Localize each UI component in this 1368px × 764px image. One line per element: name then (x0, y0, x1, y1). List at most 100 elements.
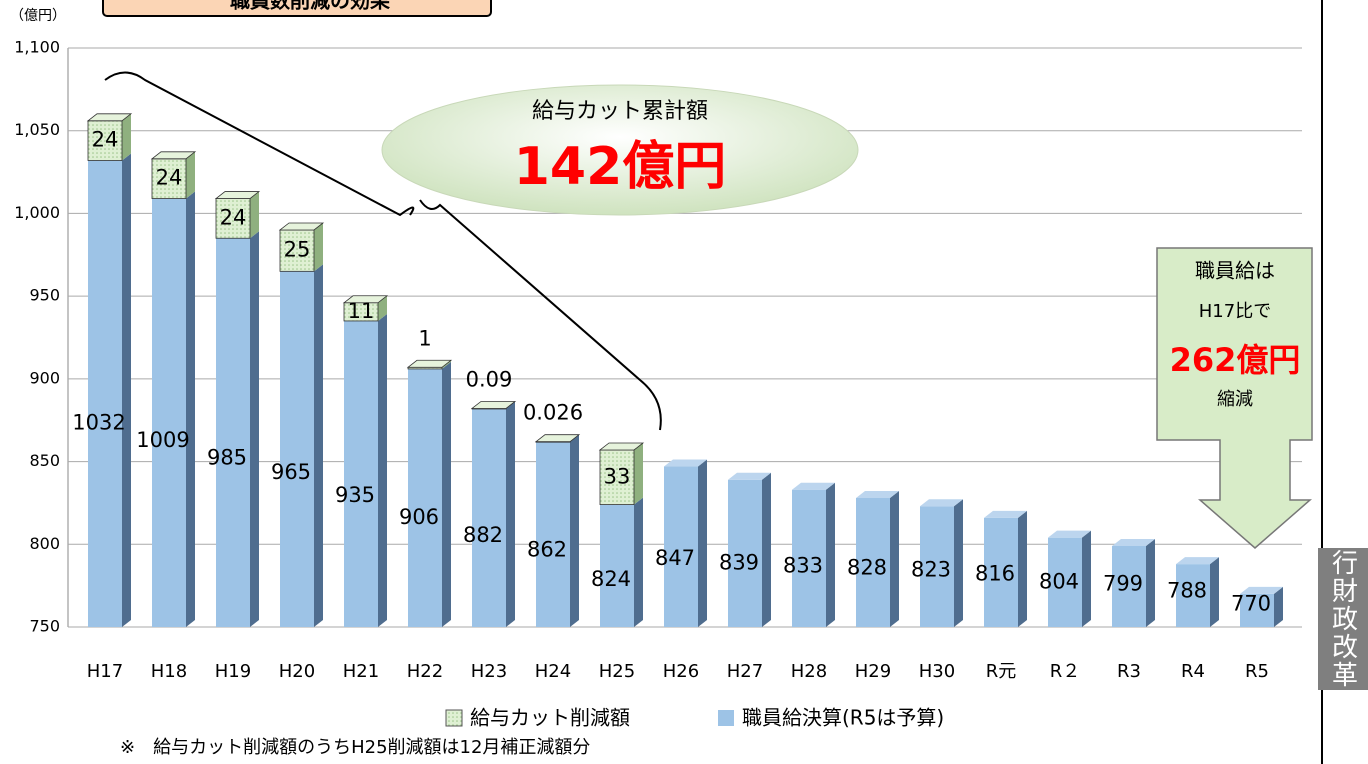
bar-top (1048, 530, 1091, 538)
x-tick-label: H21 (343, 661, 379, 682)
bar-side (122, 113, 131, 161)
bar-top (278, 222, 325, 231)
bar-top (920, 499, 963, 507)
value-label: 24 (92, 128, 119, 152)
callout-arrow (1156, 247, 1313, 549)
bar-side (1274, 586, 1283, 627)
title-box (102, 0, 492, 17)
bar-top (856, 490, 899, 498)
annotation: 142億円 (514, 137, 727, 197)
value-label: 823 (911, 558, 951, 582)
bar-top (1240, 586, 1283, 594)
bar-side (954, 499, 963, 627)
bar (728, 479, 762, 627)
x-tick-label: R3 (1117, 661, 1141, 682)
bar (344, 320, 378, 627)
bar-side (762, 472, 771, 627)
bar (600, 504, 634, 627)
value-label: 770 (1231, 591, 1271, 615)
bar (920, 506, 954, 627)
x-tick-label: H20 (279, 661, 315, 682)
annotation: H17比で (1199, 301, 1271, 322)
x-tick-label: H29 (855, 661, 891, 682)
bar-top (86, 113, 133, 122)
value-label: 24 (220, 205, 247, 229)
bar (984, 517, 1018, 627)
value-label: 847 (655, 546, 695, 570)
bar-top (1176, 557, 1219, 565)
legend-swatch (718, 710, 734, 726)
value-label: 985 (207, 446, 247, 470)
bar-side (122, 153, 131, 627)
y-tick-label: 950 (29, 286, 60, 305)
value-label: 965 (271, 460, 311, 484)
value-label: 824 (591, 567, 631, 591)
value-label: 935 (335, 483, 375, 507)
bar-side (1082, 530, 1091, 627)
bar-top (792, 482, 835, 490)
bar-side (442, 361, 451, 627)
value-label: 1009 (136, 428, 189, 452)
bar-side (378, 313, 387, 627)
bar (1240, 593, 1274, 627)
x-tick-label: H24 (535, 661, 571, 682)
value-label: 799 (1103, 571, 1143, 595)
value-label: 804 (1039, 569, 1079, 593)
legend-label: 給与カット削減額 (470, 706, 630, 730)
bar (1112, 545, 1146, 627)
bar-side (634, 497, 643, 627)
bar (792, 489, 826, 627)
legend-swatch (445, 709, 463, 727)
value-label: 882 (463, 523, 503, 547)
bar-top (470, 401, 517, 409)
bar-top (728, 472, 771, 480)
bar-top (534, 434, 581, 443)
x-tick-label: H23 (471, 661, 507, 682)
x-tick-label: H30 (919, 661, 955, 682)
value-label: 33 (604, 464, 631, 488)
bar-side (1210, 557, 1219, 627)
side-tab: 行財政改革 (1318, 548, 1368, 690)
callout-ellipse (381, 84, 859, 216)
bar-side (1018, 510, 1027, 627)
value-label: 828 (847, 555, 887, 579)
bar-side (698, 459, 707, 627)
x-tick-label: R5 (1245, 661, 1269, 682)
x-tick-label: H26 (663, 661, 699, 682)
bar-side (250, 231, 259, 627)
annotation: 262億円 (1170, 341, 1301, 379)
bar-top (214, 191, 261, 199)
y-tick-label: 1,000 (14, 203, 60, 222)
value-label: 0.09 (466, 367, 513, 391)
value-label: 25 (284, 238, 311, 262)
bar (472, 408, 506, 627)
y-tick-label: 1,100 (14, 38, 60, 57)
y-tick-label: 800 (29, 534, 60, 553)
bar-top (406, 359, 453, 368)
bar-top (984, 510, 1027, 518)
bar (1176, 564, 1210, 627)
bar-side (890, 490, 899, 627)
value-label: 1032 (72, 411, 125, 435)
bar-side (1146, 538, 1155, 627)
bar-side (250, 191, 259, 239)
bar (664, 466, 698, 627)
y-tick-label: 1,050 (14, 120, 60, 139)
y-tick-label: 750 (29, 617, 60, 636)
y-unit: （億円） (10, 8, 66, 24)
bar-side (314, 222, 323, 272)
x-tick-label: H18 (151, 661, 187, 682)
bar (216, 238, 250, 627)
bar-top (342, 295, 389, 304)
x-tick-label: H25 (599, 661, 635, 682)
value-label: 24 (156, 166, 183, 190)
bar-side (826, 482, 835, 627)
value-label: 862 (527, 537, 567, 561)
bar-side (186, 191, 195, 628)
bar-top (664, 459, 707, 467)
bar-side (186, 151, 195, 199)
bar (536, 441, 570, 627)
annotation: 縮減 (1217, 389, 1253, 410)
